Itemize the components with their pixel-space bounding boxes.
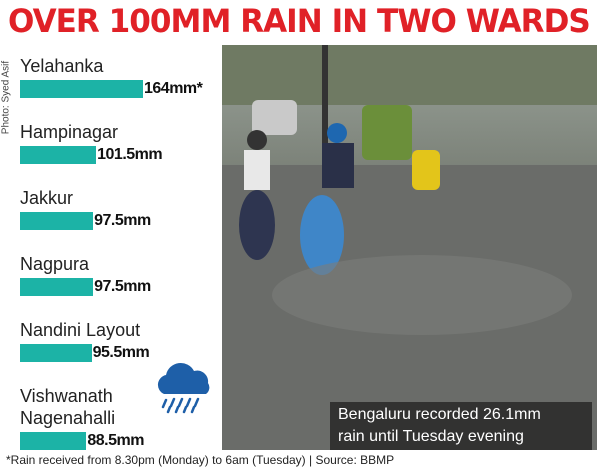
bar (20, 432, 87, 450)
caption-line: rain until Tuesday evening (338, 428, 524, 445)
bar-row: 95.5mm (20, 343, 220, 363)
bar (20, 146, 97, 164)
chart: Yelahanka 164mm* Hampinagar 101.5mm Jakkur 97… (20, 0, 220, 470)
footnote: *Rain received from 8.30pm (Monday) to 6… (6, 453, 395, 467)
bar-row: 164mm* (20, 79, 220, 99)
title: OVER 100MM RAIN IN TWO WARDS (8, 2, 591, 40)
value-label: 88.5mm (87, 432, 144, 449)
bar-row: 97.5mm (20, 211, 220, 231)
category-label: Nandini Layout (20, 320, 141, 340)
category-label: Nagpura (20, 254, 90, 274)
bar (20, 212, 94, 230)
bar (20, 344, 92, 362)
bar-item: Nagpura 97.5mm (20, 253, 220, 297)
caption-line: Bengaluru recorded 26.1mm (338, 406, 541, 423)
bar-row: 101.5mm (20, 145, 220, 165)
value-label: 101.5mm (97, 146, 163, 163)
bar (20, 80, 143, 98)
photo (222, 45, 597, 450)
bar-row: 88.5mm (20, 431, 220, 451)
bar-item: Nandini Layout 95.5mm (20, 319, 220, 363)
category-label: Jakkur (20, 188, 74, 208)
bar (20, 278, 94, 296)
bar-item: Jakkur 97.5mm (20, 187, 220, 231)
category-label: Vishwanath Nagenahalli (20, 386, 116, 428)
bar-row: 97.5mm (20, 277, 220, 297)
category-label: Yelahanka (20, 56, 104, 76)
category-label: Hampinagar (20, 122, 119, 142)
value-label: 97.5mm (94, 278, 151, 295)
value-label: 164mm* (144, 80, 203, 97)
value-label: 97.5mm (94, 212, 151, 229)
value-label: 95.5mm (92, 344, 150, 361)
bar-item: Hampinagar 101.5mm (20, 121, 220, 165)
bar-item: Vishwanath Nagenahalli 88.5mm (20, 385, 220, 451)
photo-credit: Photo: Syed Asif (0, 60, 12, 135)
bar-item: Yelahanka 164mm* (20, 55, 220, 99)
photo-caption: Bengaluru recorded 26.1mm rain until Tue… (330, 402, 592, 450)
rain-icon (157, 362, 210, 414)
